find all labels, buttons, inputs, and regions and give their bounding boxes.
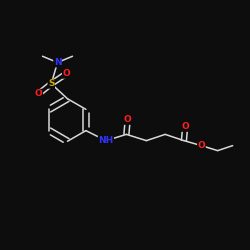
Text: NH: NH <box>98 136 114 145</box>
Text: S: S <box>48 79 54 88</box>
Text: O: O <box>181 122 189 132</box>
Text: O: O <box>124 115 132 124</box>
Text: O: O <box>62 69 70 78</box>
Text: N: N <box>54 58 61 67</box>
Text: O: O <box>198 141 205 150</box>
Text: O: O <box>35 89 43 98</box>
